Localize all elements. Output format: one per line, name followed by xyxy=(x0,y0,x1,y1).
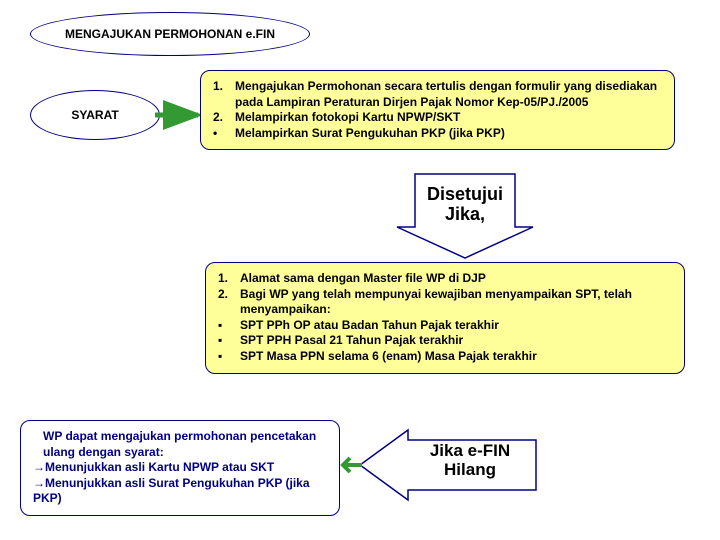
list-text: SPT PPh OP atau Badan Tahun Pajak terakh… xyxy=(240,318,499,334)
list-text: SPT Masa PPN selama 6 (enam) Masa Pajak … xyxy=(240,349,537,365)
list-marker: 2. xyxy=(218,287,240,318)
title-text: MENGAJUKAN PERMOHONAN e.FIN xyxy=(65,27,275,41)
list-text: Bagi WP yang telah mempunyai kewajiban m… xyxy=(240,287,672,318)
list-text: Alamat sama dengan Master file WP di DJP xyxy=(240,271,486,287)
list-marker: 2. xyxy=(213,110,235,126)
list-marker: 1. xyxy=(213,79,235,110)
list-marker: ▪ xyxy=(218,318,240,334)
reprint-box: WP dapat mengajukan permohonan pencetaka… xyxy=(20,420,340,516)
list-text: SPT PPH Pasal 21 Tahun Pajak terakhir xyxy=(240,333,463,349)
syarat-text: SYARAT xyxy=(71,108,118,122)
reprint-line: WP dapat mengajukan permohonan pencetaka… xyxy=(43,429,327,460)
list-marker: ▪ xyxy=(218,333,240,349)
approve-box: 1. Alamat sama dengan Master file WP di … xyxy=(205,262,685,374)
syarat-box: 1. Mengajukan Permohonan secara tertulis… xyxy=(200,70,675,150)
list-text: Mengajukan Permohonan secara tertulis de… xyxy=(235,79,662,110)
list-marker: ▪ xyxy=(218,349,240,365)
lost-arrow-label: Jika e-FIN Hilang xyxy=(410,442,530,479)
reprint-line: →Menunjukkan asli Surat Pengukuhan PKP (… xyxy=(33,476,327,507)
syarat-ellipse: SYARAT xyxy=(30,90,160,140)
list-text: Melampirkan Surat Pengukuhan PKP (jika P… xyxy=(235,126,505,142)
list-marker: • xyxy=(213,126,235,142)
approve-arrow-label: Disetujui Jika, xyxy=(395,185,535,225)
green-arrow-lost-icon xyxy=(340,455,364,475)
reprint-line: →Menunjukkan asli Kartu NPWP atau SKT xyxy=(33,460,327,476)
list-text: Melampirkan fotokopi Kartu NPWP/SKT xyxy=(235,110,460,126)
lost-l2: Hilang xyxy=(444,460,496,479)
list-marker: 1. xyxy=(218,271,240,287)
approve-l2: Jika, xyxy=(445,204,485,224)
lost-l1: Jika e-FIN xyxy=(430,441,510,460)
approve-l1: Disetujui xyxy=(427,184,503,204)
title-ellipse: MENGAJUKAN PERMOHONAN e.FIN xyxy=(30,12,310,56)
